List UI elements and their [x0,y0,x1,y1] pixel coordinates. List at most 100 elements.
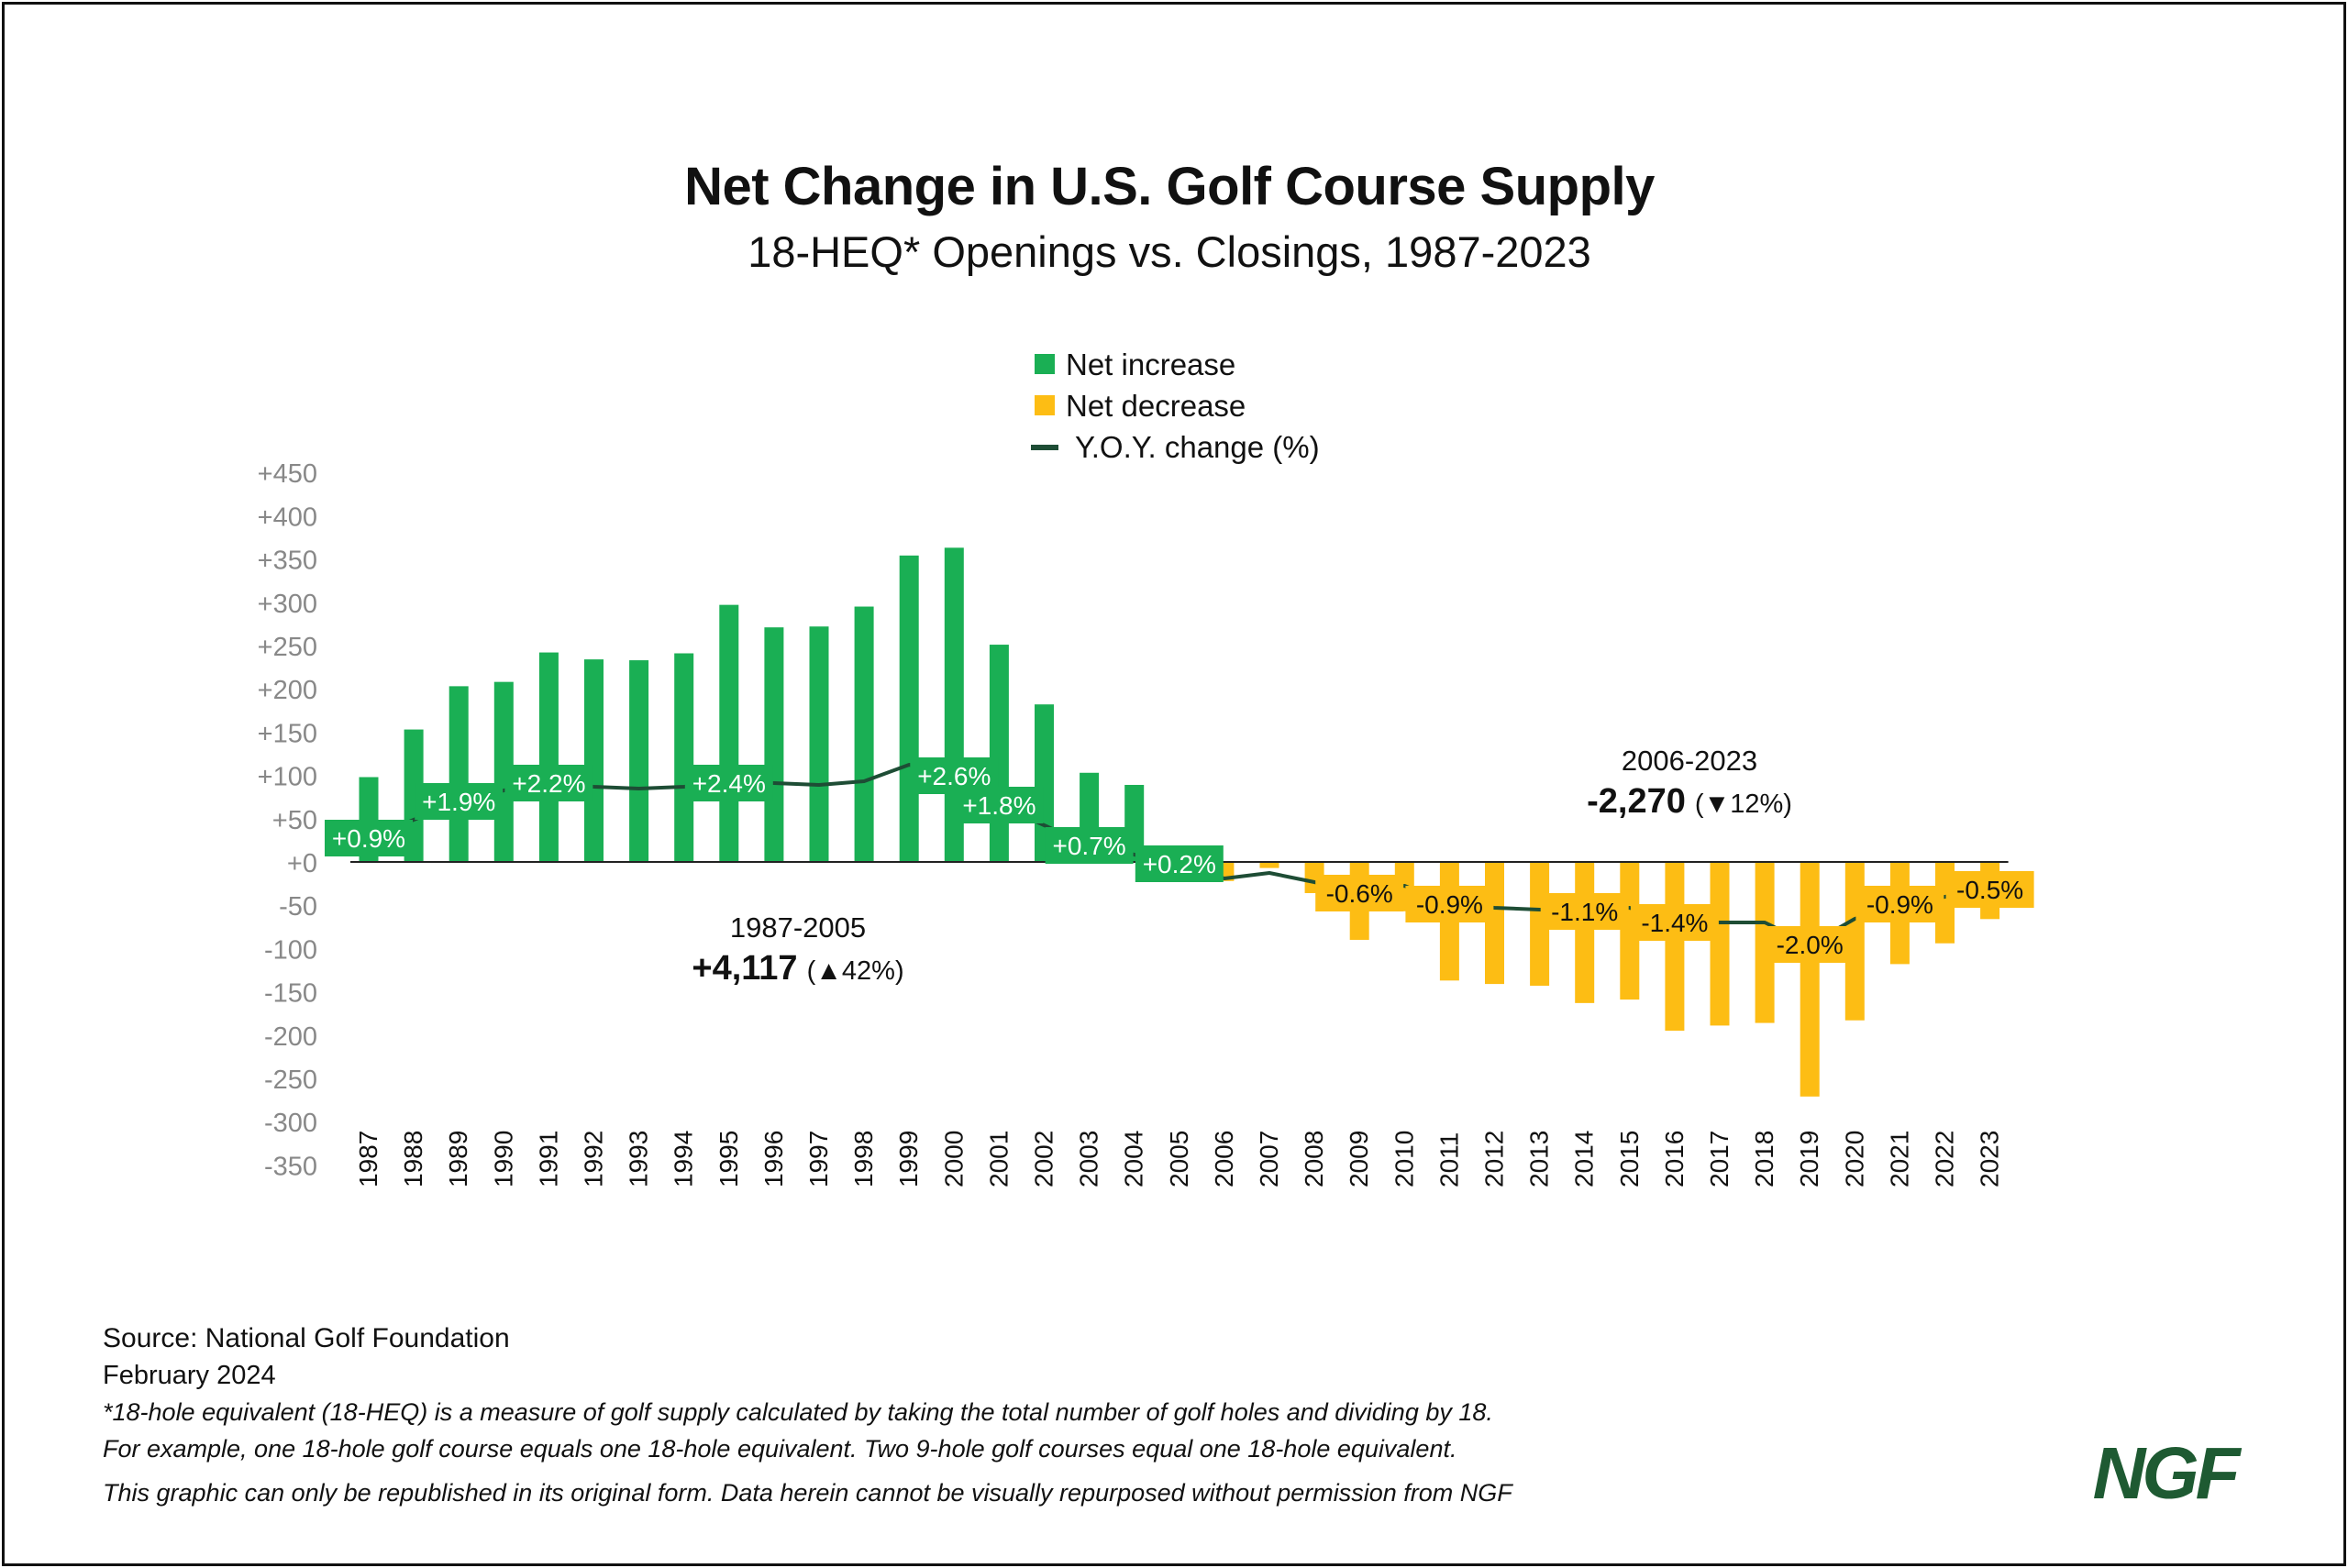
x-tick-label-2005: 2005 [1165,1131,1193,1187]
point-label-2005: +0.2% [1135,845,1224,882]
point-label-2021: -0.9% [1855,886,1944,922]
y-tick-label: -300 [264,1109,317,1138]
point-label-text: +2.2% [512,769,585,798]
bar-1998 [854,606,874,862]
point-label-text: +0.7% [1053,832,1126,860]
point-label-1991: +2.2% [504,765,593,801]
x-tick-label-2002: 2002 [1030,1131,1058,1187]
chart-subtitle: 18-HEQ* Openings vs. Closings, 1987-2023 [748,227,1591,276]
x-tick-label-1988: 1988 [399,1131,427,1187]
point-label-2014: -1.1% [1540,893,1629,930]
x-tick-label-1996: 1996 [759,1131,788,1187]
chart-title: Net Change in U.S. Golf Course Supply [684,157,1655,216]
point-label-box [415,783,504,820]
legend-label: Net increase [1066,348,1235,381]
point-label-2001: +1.8% [955,787,1044,823]
bar-1994 [674,653,694,862]
footnote-2: For example, one 18-hole golf course equ… [103,1435,1457,1463]
point-label-text: -2.0% [1777,931,1844,959]
point-label-text: +0.2% [1143,850,1216,878]
y-axis: +450 +400 +350 +300 +250 +200 +150 +100 +50 +0 -50… [258,459,317,1181]
point-label-box [1315,875,1404,911]
point-label-box [1630,904,1719,941]
x-tick-label-1998: 1998 [849,1131,878,1187]
point-label-box [504,765,593,801]
x-tick-label-1991: 1991 [534,1131,562,1187]
source-prefix: Source [103,1323,191,1353]
x-tick-label-1999: 1999 [894,1131,923,1187]
point-label-box [1135,845,1224,882]
x-tick-label-1989: 1989 [444,1131,472,1187]
x-tick-label-2010: 2010 [1390,1131,1418,1187]
bar-2017 [1710,862,1730,1026]
legend-swatch [1035,354,1055,374]
y-tick-label: +250 [258,633,317,662]
point-labels: +0.9% +1.9% +2.2% +2.4% +2.6%+1.8% +0.7% +0.2%… [325,757,2034,963]
source-line: Source: National Golf Foundation [103,1320,1937,1357]
x-tick-label-1997: 1997 [804,1131,833,1187]
point-label-text: -0.9% [1416,890,1483,919]
y-tick-label: +150 [258,719,317,748]
x-tick-label-2019: 2019 [1795,1131,1823,1187]
footer: Source: National Golf Foundation Februar… [103,1320,1937,1511]
point-label-box [325,820,413,856]
legend-entry-2: Y.O.Y. change (%) [1031,430,1320,464]
point-label-2016: -1.4% [1630,904,1719,941]
point-label-box [1540,893,1629,930]
point-label-2011: -0.9% [1405,886,1494,922]
x-tick-label-2008: 2008 [1300,1131,1328,1187]
x-tick-label-2011: 2011 [1434,1132,1463,1187]
point-label-2003: +0.7% [1045,827,1134,864]
annotation-period-2006-2023: 2006-2023 [1622,745,1757,777]
y-tick-label: -150 [264,979,317,1009]
x-tick-label-2017: 2017 [1705,1131,1733,1187]
source-name: National Golf Foundation [205,1323,510,1353]
x-tick-label-2013: 2013 [1525,1131,1554,1187]
legend-label: Y.O.Y. change (%) [1075,430,1320,464]
point-label-text: +2.4% [692,769,766,798]
y-tick-label: -350 [264,1152,317,1181]
bar-1997 [809,626,829,862]
point-label-2019: -2.0% [1766,926,1855,963]
x-tick-label-2000: 2000 [939,1131,968,1187]
bar-2019 [1800,862,1820,1097]
bar-2013 [1530,862,1550,986]
x-tick-label-1995: 1995 [714,1131,743,1187]
point-label-box [1405,886,1494,922]
source-separator: : [190,1323,198,1353]
point-label-box [1045,827,1134,864]
point-label-text: +0.9% [332,824,405,853]
bar-2018 [1755,862,1775,1023]
ngf-logo-text: NGF [2093,1438,2243,1513]
x-tick-label-2009: 2009 [1345,1131,1373,1187]
point-label-text: -0.9% [1866,890,1933,919]
x-tick-label-2014: 2014 [1570,1131,1599,1187]
point-label-text: -1.4% [1641,909,1708,937]
y-tick-label: -200 [264,1022,317,1052]
y-tick-label: +50 [272,806,317,835]
point-label-2023: -0.5% [1945,871,2034,908]
bar-2001 [989,645,1009,862]
annotation-total-2006-2023: -2,270 (▼12%) [1587,782,1792,821]
bar-1991 [538,652,559,862]
x-tick-label-2012: 2012 [1480,1131,1509,1187]
y-tick-label: +200 [258,676,317,705]
point-label-text: -1.1% [1551,898,1618,926]
point-label-1987: +0.9% [325,820,413,856]
y-tick-label: +450 [258,459,317,489]
legend: Net increase Net decrease Y.O.Y. change (%… [1031,348,1320,464]
bars [359,547,2000,1097]
x-tick-label-1993: 1993 [625,1131,653,1187]
annotation-total-value-1987-2005: +4,117 [692,949,797,988]
annotation-total-value-2006-2023: -2,270 [1587,782,1686,821]
point-label-text: +1.8% [962,791,1036,820]
point-label-1995: +2.4% [684,765,773,801]
x-tick-label-2007: 2007 [1255,1131,1283,1187]
bar-1996 [764,627,784,862]
annotation-total-1987-2005: +4,117 (▲42%) [692,949,903,988]
legend-swatch [1035,395,1055,415]
ngf-logo: NGF [2093,1438,2246,1513]
rights-notice: This graphic can only be republished in … [103,1479,1512,1507]
point-label-text: -0.5% [1956,876,2023,904]
